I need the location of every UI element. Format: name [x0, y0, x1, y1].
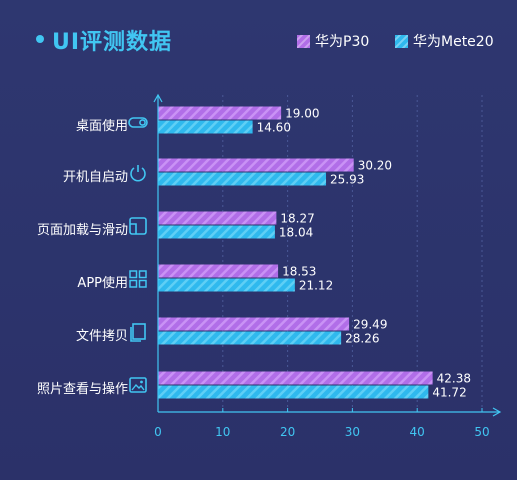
legend-swatch-p30: [297, 34, 310, 48]
x-tick-label: 10: [215, 425, 230, 439]
x-tick-label: 0: [154, 425, 162, 439]
category-label: 开机自启动: [62, 170, 128, 185]
toggle-icon: [128, 117, 148, 128]
bar-mate20: [158, 172, 327, 186]
data-label: 29.49: [353, 318, 387, 332]
title-bullet: [36, 35, 44, 43]
bar-p30: [158, 371, 433, 385]
x-tick-label: 40: [410, 425, 425, 439]
data-label: 19.00: [285, 107, 319, 121]
data-label: 14.60: [257, 121, 291, 135]
data-label: 18.04: [279, 226, 313, 240]
bar-p30: [158, 264, 279, 278]
category-label: 照片查看与操作: [36, 382, 128, 397]
app-grid-icon: [129, 270, 147, 288]
x-tick-label: 30: [345, 425, 360, 439]
x-axis-arrow: [492, 407, 502, 417]
page-title: UI评测数据: [52, 30, 173, 55]
photo-icon: [129, 377, 147, 393]
legend-item-p30: 华为P30: [297, 31, 369, 51]
bar-mate20: [158, 278, 295, 292]
legend-item-mate20: 华为Mete20: [395, 31, 494, 51]
bar-mate20: [158, 331, 342, 345]
data-label: 42.38: [437, 372, 471, 386]
x-tick-label: 50: [474, 425, 489, 439]
data-label: 21.12: [299, 279, 333, 293]
bar-p30: [158, 158, 354, 172]
category-label: 文件拷贝: [75, 329, 128, 344]
bar-p30: [158, 317, 350, 331]
category-label: 页面加载与滑动: [36, 223, 128, 238]
category-label: 桌面使用: [75, 119, 128, 134]
data-label: 25.93: [330, 173, 364, 187]
bar-p30: [158, 211, 277, 225]
power-icon: [130, 165, 146, 182]
bar-mate20: [158, 385, 429, 399]
category-label: APP使用: [77, 276, 128, 291]
x-tick-label: 20: [280, 425, 295, 439]
data-label: 30.20: [358, 159, 392, 173]
copy-file-icon: [130, 323, 146, 342]
bar-mate20: [158, 225, 275, 239]
bar-mate20: [158, 120, 253, 134]
data-label: 28.26: [345, 332, 379, 346]
data-label: 18.53: [282, 265, 316, 279]
data-label: 41.72: [432, 386, 466, 400]
page-icon: [129, 217, 147, 235]
data-label: 18.27: [280, 212, 314, 226]
legend-label-mate20: 华为Mete20: [413, 34, 494, 50]
bar-p30: [158, 106, 282, 120]
legend-label-p30: 华为P30: [315, 34, 370, 50]
y-axis-arrow: [153, 93, 163, 103]
legend-swatch-mate20: [395, 34, 408, 48]
